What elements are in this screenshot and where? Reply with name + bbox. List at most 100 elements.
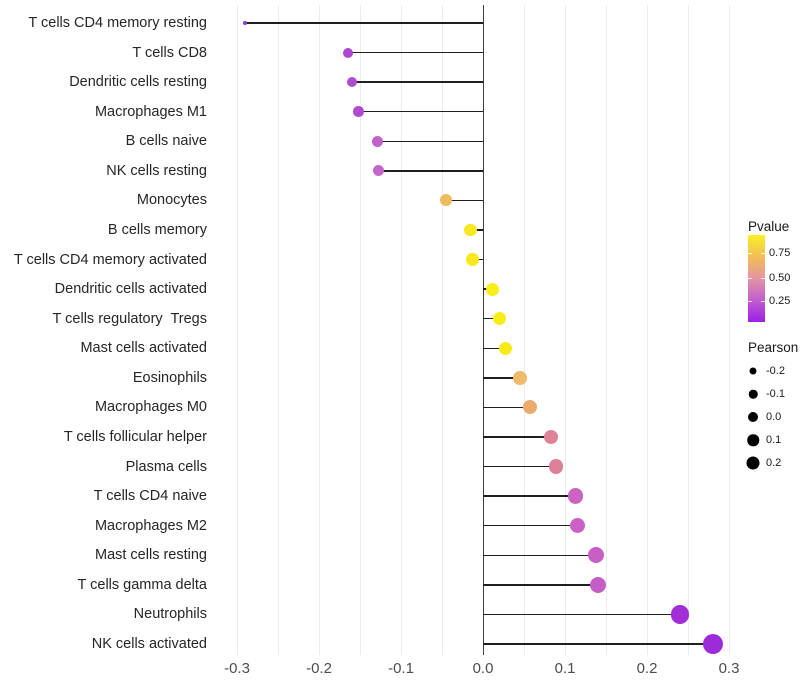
x-tick-label: -0.3 xyxy=(224,660,250,677)
pvalue-colorbar-tick xyxy=(748,300,752,302)
lollipop-stem xyxy=(483,377,520,379)
pvalue-colorbar-tick xyxy=(761,277,765,279)
category-label: T cells CD4 naive xyxy=(93,488,207,505)
x-tick-label: 0.2 xyxy=(636,660,658,677)
x-tick-label: 0.0 xyxy=(472,660,494,677)
pvalue-colorbar-tick xyxy=(748,253,752,254)
lollipop-stem xyxy=(483,584,598,586)
lollipop-dot xyxy=(346,77,357,88)
lollipop-stem xyxy=(358,110,483,113)
category-label: T cells follicular helper xyxy=(63,429,207,445)
pearson-size-dot xyxy=(748,389,758,399)
category-label: Mast cells activated xyxy=(80,340,207,357)
lollipop-stem xyxy=(483,436,552,438)
x-tick-label: -0.1 xyxy=(388,660,414,677)
category-label: Dendritic cells resting xyxy=(69,74,207,91)
lollipop-stem xyxy=(245,22,483,24)
category-label: Macrophages M0 xyxy=(94,399,207,416)
lollipop-dot xyxy=(588,547,605,564)
gridline xyxy=(441,5,443,655)
category-label: T cells CD4 memory resting xyxy=(28,15,207,31)
gridline xyxy=(318,5,320,655)
lollipop-stem xyxy=(483,495,576,497)
lollipop-stem xyxy=(483,643,713,645)
lollipop-dot xyxy=(702,634,723,654)
category-label: Dendritic cells activated xyxy=(54,281,207,298)
lollipop-stem xyxy=(483,465,556,468)
category-label: Plasma cells xyxy=(125,458,207,475)
pvalue-colorbar-tick xyxy=(761,253,765,254)
gridline xyxy=(277,5,279,655)
lollipop-stem xyxy=(483,524,578,527)
lollipop-dot xyxy=(464,223,477,237)
pearson-size-label: 0.2 xyxy=(766,457,782,469)
pearson-legend-title: Pearson xyxy=(748,340,799,355)
gridline xyxy=(564,5,566,655)
category-label: B cells naive xyxy=(125,133,207,150)
gridline xyxy=(646,5,648,655)
lollipop-dot xyxy=(372,165,384,177)
pvalue-tick-label: 0.25 xyxy=(769,294,791,307)
lollipop-dot xyxy=(440,194,453,207)
x-tick-label: 0.3 xyxy=(718,660,740,677)
category-label: Neutrophils xyxy=(133,606,207,623)
category-label: Mast cells resting xyxy=(94,547,207,564)
category-label: T cells CD4 memory activated xyxy=(13,251,207,268)
gridline xyxy=(236,5,238,655)
x-tick-label: 0.1 xyxy=(554,660,576,677)
category-label: Macrophages M1 xyxy=(94,103,207,120)
pearson-size-label: 0.1 xyxy=(766,434,782,446)
pearson-size-label: -0.1 xyxy=(766,388,785,400)
lollipop-stem xyxy=(377,140,483,143)
category-label: T cells gamma delta xyxy=(77,576,207,593)
lollipop-dot xyxy=(498,341,512,355)
pearson-size-label: 0.0 xyxy=(766,411,782,423)
lollipop-stem xyxy=(351,81,483,83)
lollipop-dot xyxy=(486,282,500,296)
lollipop-stem xyxy=(483,406,530,409)
lollipop-stem xyxy=(446,199,483,202)
pvalue-tick-label: 0.75 xyxy=(769,247,791,259)
gridline xyxy=(523,5,525,655)
lollipop-dot xyxy=(589,576,606,593)
lollipop-dot xyxy=(371,135,383,147)
category-label: T cells CD8 xyxy=(132,44,207,61)
lollipop-dot xyxy=(522,400,537,415)
zero-axis-line xyxy=(482,5,484,655)
pvalue-tick-label: 0.50 xyxy=(769,271,791,284)
lollipop-stem xyxy=(483,613,680,616)
lollipop-dot xyxy=(543,429,559,445)
pearson-size-dot xyxy=(749,367,757,375)
gridline xyxy=(359,5,361,655)
category-label: NK cells resting xyxy=(106,162,207,179)
lollipop-dot xyxy=(342,47,353,58)
category-label: T cells regulatory Tregs xyxy=(52,310,207,327)
category-label: Eosinophils xyxy=(132,369,207,386)
lollipop-dot xyxy=(548,459,564,474)
lollipop-stem xyxy=(378,170,483,172)
pearson-size-dot xyxy=(746,456,760,470)
category-label: B cells memory xyxy=(107,222,207,238)
category-label: Monocytes xyxy=(136,192,207,209)
lollipop-stem xyxy=(483,554,597,557)
gridline xyxy=(605,5,607,655)
lollipop-stem xyxy=(347,51,483,54)
pvalue-legend-title: Pvalue xyxy=(748,219,790,234)
lollipop-stem xyxy=(483,317,500,320)
lollipop-dot xyxy=(353,106,364,117)
category-label: Macrophages M2 xyxy=(94,517,207,534)
x-tick-label: -0.2 xyxy=(306,660,332,677)
pvalue-colorbar-tick xyxy=(761,300,765,302)
pvalue-colorbar xyxy=(748,235,765,322)
lollipop-dot xyxy=(569,517,586,534)
lollipop-stem xyxy=(483,347,506,350)
lollipop-dot xyxy=(513,371,527,385)
lollipop-dot xyxy=(466,253,479,266)
lollipop-dot xyxy=(242,20,248,26)
gridline xyxy=(728,5,730,655)
lollipop-dot xyxy=(567,488,584,504)
gridline xyxy=(400,5,402,655)
pvalue-colorbar-tick xyxy=(748,277,752,279)
pearson-size-dot xyxy=(747,434,759,446)
